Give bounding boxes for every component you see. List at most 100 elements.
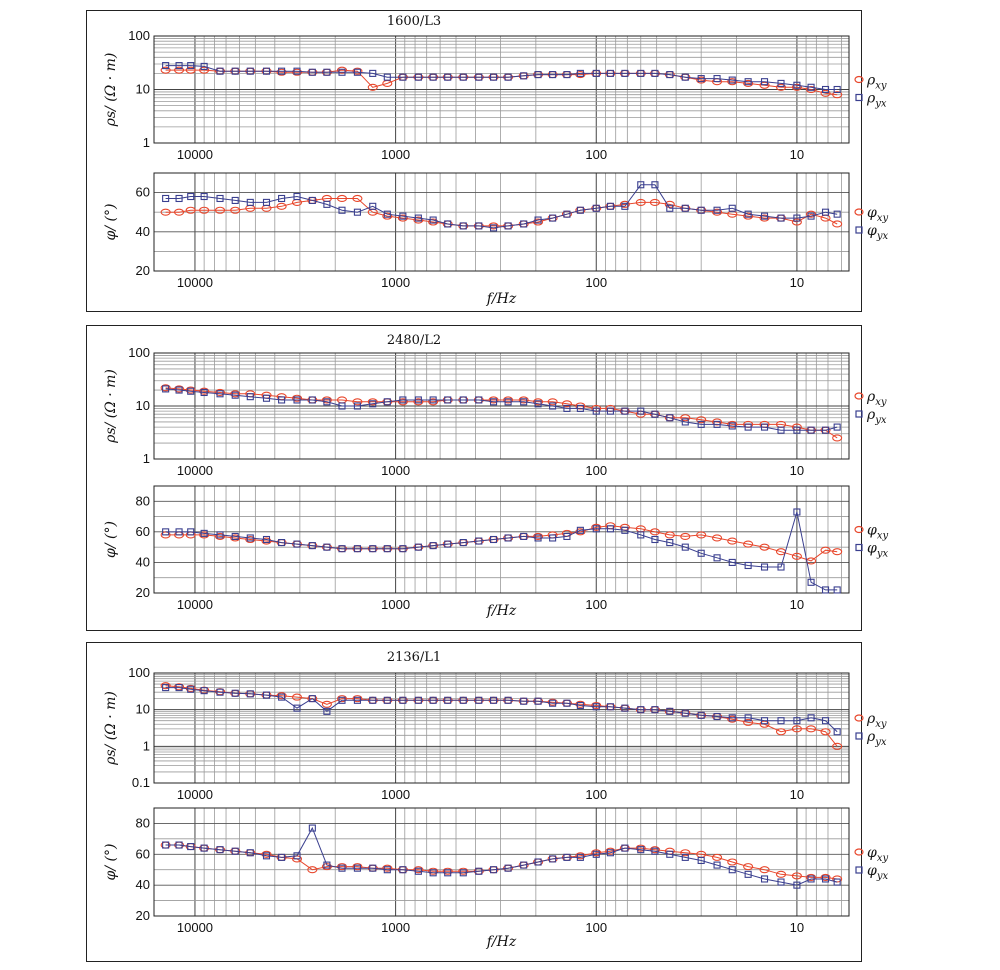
data-point-yx [353, 696, 361, 704]
data-point-yx [697, 420, 705, 428]
x-tick-label: 100 [585, 147, 607, 162]
data-point-yx [681, 543, 689, 551]
data-point-yx [323, 398, 331, 406]
data-point-yx [713, 75, 721, 83]
data-point-yx [563, 532, 571, 540]
data-point-xy [199, 206, 210, 214]
data-point-xy [712, 418, 723, 426]
data-point-yx [833, 423, 841, 431]
data-point-yx [807, 875, 815, 883]
data-point-xy [397, 398, 408, 406]
x-tick-label: 100 [585, 597, 607, 612]
x-tick-label: 10000 [177, 463, 213, 478]
x-tick-label: 1000 [381, 463, 410, 478]
data-point-xy [352, 67, 363, 75]
x-tick-label: 10 [790, 597, 804, 612]
data-point-yx [246, 534, 254, 542]
data-point-yx [162, 684, 170, 692]
series-line [165, 687, 838, 733]
legend-marker-yx [855, 543, 863, 552]
data-point-yx [353, 402, 361, 410]
data-point-yx [563, 853, 571, 861]
data-point-yx [308, 396, 316, 404]
phi-axis-label: φ/ (°) [103, 844, 119, 881]
data-point-yx [175, 386, 183, 394]
data-point-yx [744, 78, 752, 86]
x-axis-label: f/Hz [486, 603, 517, 619]
y-tick-label: 80 [136, 815, 150, 830]
data-point-yx [444, 220, 452, 228]
data-point-yx [444, 696, 452, 704]
data-point-yx [520, 220, 528, 228]
data-point-yx [666, 204, 674, 212]
data-point-xy [759, 866, 770, 874]
data-point-yx [504, 73, 512, 81]
data-point-xy [561, 400, 572, 408]
data-point-xy [413, 866, 424, 874]
data-point-yx [231, 532, 239, 540]
data-point-yx [383, 73, 391, 81]
data-point-xy [488, 396, 499, 404]
x-tick-label: 1000 [381, 597, 410, 612]
data-point-yx [549, 71, 557, 79]
x-tick-label: 1000 [381, 147, 410, 162]
y-tick-label: 100 [128, 665, 150, 680]
data-point-yx [475, 396, 483, 404]
data-point-yx [504, 864, 512, 872]
plot-frame [153, 672, 850, 784]
data-point-xy [775, 83, 787, 91]
data-point-xy [727, 858, 738, 866]
data-point-xy [759, 720, 770, 728]
station-panel-2480-L2: 2480/L2 1 10 100 10000 1000 100 10 ρs/ (Ω · m) ρx… [86, 325, 888, 631]
data-point-xy [321, 396, 332, 404]
data-point-xy [791, 872, 802, 880]
data-point-xy [245, 535, 256, 544]
data-point-xy [367, 398, 378, 406]
data-point-yx [369, 202, 377, 210]
data-point-xy [367, 83, 378, 91]
data-point-yx [563, 699, 571, 707]
data-point-yx [592, 703, 600, 711]
data-point-yx [681, 853, 689, 861]
data-point-yx [744, 210, 752, 218]
data-point-yx [231, 196, 239, 204]
chart-1600-L3: 1600/L3 1 10 100 10000 1000 100 10 ρs/ (Ω · m) ρx… [103, 14, 888, 307]
data-point-xy [230, 206, 241, 214]
data-point-xy [413, 216, 424, 224]
series-phi-xy [160, 841, 843, 883]
data-point-yx [576, 69, 584, 77]
plot-frame [153, 807, 850, 917]
data-point-xy [791, 218, 802, 226]
data-point-yx [833, 85, 841, 94]
legend-entry: φyx [867, 863, 888, 882]
data-point-yx [576, 701, 584, 710]
data-point-yx [821, 85, 830, 94]
data-point-yx [278, 396, 286, 404]
data-point-yx [200, 844, 208, 852]
y-tick-label: 20 [136, 585, 150, 600]
data-point-yx [308, 542, 316, 550]
data-point-yx [323, 543, 331, 551]
data-point-yx [666, 707, 674, 715]
data-point-xy [174, 208, 185, 216]
y-tick-label: 40 [136, 554, 150, 569]
data-point-xy [591, 523, 602, 531]
data-point-yx [338, 206, 346, 214]
data-point-xy [743, 718, 754, 726]
data-point-yx [637, 706, 645, 714]
data-point-xy [649, 846, 660, 854]
x-tick-label: 1000 [381, 920, 410, 935]
data-point-yx [777, 214, 785, 222]
data-point-yx [520, 398, 528, 406]
legend-marker-xy [854, 392, 864, 400]
data-point-yx [200, 192, 208, 201]
data-point-yx [760, 875, 769, 883]
series-rho-yx [162, 62, 841, 94]
data-point-xy [199, 66, 210, 74]
data-point-yx [651, 535, 659, 544]
data-point-yx [459, 396, 467, 404]
data-point-yx [323, 707, 331, 715]
legend-marker-xy [854, 848, 864, 856]
legend-entry: ρyx [866, 729, 887, 748]
data-point-yx [549, 699, 557, 707]
